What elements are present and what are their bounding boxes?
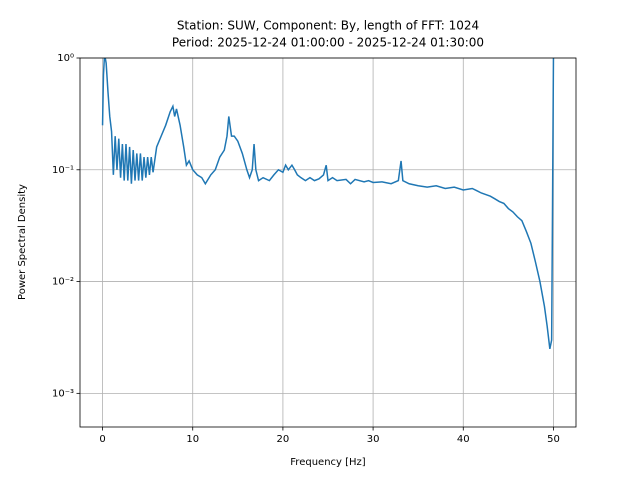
y-tick-label: 10⁻² (52, 277, 74, 288)
y-axis-label: Power Spectral Density (17, 184, 28, 300)
chart-title: Station: SUW, Component: By, length of F… (177, 19, 479, 33)
y-tick-label: 10⁰ (57, 53, 74, 64)
x-tick-label: 10 (186, 434, 199, 445)
chart-subtitle: Period: 2025-12-24 01:00:00 - 2025-12-24… (172, 36, 484, 50)
x-tick-label: 30 (367, 434, 380, 445)
x-tick-label: 50 (547, 434, 560, 445)
y-tick-label: 10⁻³ (52, 388, 74, 399)
plot-frame (79, 57, 577, 428)
x-tick-label: 20 (277, 434, 290, 445)
x-tick-label: 0 (99, 434, 105, 445)
y-tick-label: 10⁻¹ (52, 165, 74, 176)
x-axis-label: Frequency [Hz] (290, 457, 366, 468)
data-line (101, 58, 555, 350)
x-tick-label: 40 (457, 434, 470, 445)
